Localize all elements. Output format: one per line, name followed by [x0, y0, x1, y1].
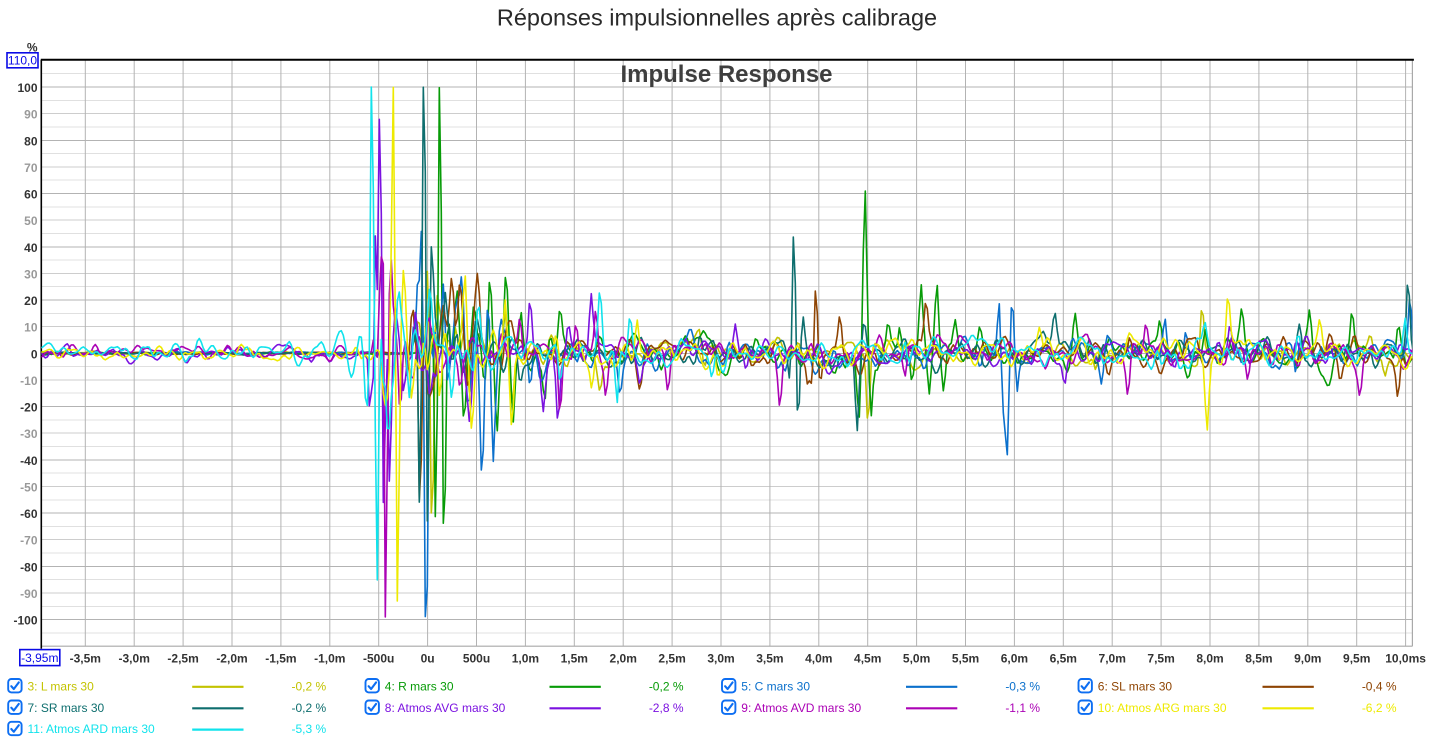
svg-text:-0,2 %: -0,2 %: [292, 679, 327, 693]
svg-text:8: Atmos AVG mars 30: 8: Atmos AVG mars 30: [385, 701, 506, 715]
svg-text:8,5m: 8,5m: [1245, 651, 1272, 665]
svg-text:10,0ms: 10,0ms: [1385, 651, 1426, 665]
svg-text:-6,2 %: -6,2 %: [1362, 701, 1397, 715]
svg-text:90: 90: [24, 108, 38, 122]
svg-text:-0,3 %: -0,3 %: [1005, 679, 1040, 693]
svg-text:7,0m: 7,0m: [1099, 651, 1126, 665]
svg-text:0u: 0u: [421, 651, 435, 665]
svg-text:8,0m: 8,0m: [1196, 651, 1223, 665]
svg-text:1,5m: 1,5m: [561, 651, 588, 665]
svg-text:-20: -20: [20, 401, 38, 415]
svg-text:-5,3 %: -5,3 %: [292, 722, 327, 736]
svg-text:-60: -60: [20, 507, 38, 521]
svg-text:70: 70: [24, 161, 38, 175]
svg-text:80: 80: [24, 134, 38, 148]
svg-text:-80: -80: [20, 560, 38, 574]
svg-text:4,5m: 4,5m: [854, 651, 881, 665]
svg-text:-3,0m: -3,0m: [119, 651, 150, 665]
svg-text:6,5m: 6,5m: [1050, 651, 1077, 665]
svg-text:-1,5m: -1,5m: [265, 651, 296, 665]
svg-text:-50: -50: [20, 480, 38, 494]
svg-text:10: 10: [24, 321, 38, 335]
svg-text:-100: -100: [13, 614, 37, 628]
svg-text:7,5m: 7,5m: [1147, 651, 1174, 665]
svg-text:-40: -40: [20, 454, 38, 468]
svg-text:40: 40: [24, 241, 38, 255]
svg-text:-1,0m: -1,0m: [314, 651, 345, 665]
svg-text:4: R mars 30: 4: R mars 30: [385, 679, 454, 693]
svg-text:-70: -70: [20, 534, 38, 548]
svg-text:3,5m: 3,5m: [756, 651, 783, 665]
svg-text:-500u: -500u: [363, 651, 394, 665]
svg-text:-2,5m: -2,5m: [167, 651, 198, 665]
svg-text:-0,2 %: -0,2 %: [649, 679, 684, 693]
svg-text:-10: -10: [20, 374, 38, 388]
svg-text:-2,0m: -2,0m: [216, 651, 247, 665]
svg-text:9,0m: 9,0m: [1294, 651, 1321, 665]
svg-text:5,0m: 5,0m: [903, 651, 930, 665]
svg-text:Impulse Response: Impulse Response: [620, 61, 832, 88]
svg-text:9,5m: 9,5m: [1343, 651, 1370, 665]
svg-text:-0,2 %: -0,2 %: [292, 701, 327, 715]
svg-text:9: Atmos AVD mars 30: 9: Atmos AVD mars 30: [741, 701, 861, 715]
svg-text:-3,5m: -3,5m: [70, 651, 101, 665]
svg-text:-0,4 %: -0,4 %: [1362, 679, 1397, 693]
svg-text:-90: -90: [20, 587, 38, 601]
svg-text:5,5m: 5,5m: [952, 651, 979, 665]
svg-text:-2,8 %: -2,8 %: [649, 701, 684, 715]
svg-text:0: 0: [31, 347, 38, 361]
svg-text:3: L mars 30: 3: L mars 30: [28, 679, 95, 693]
svg-text:60: 60: [24, 188, 38, 202]
svg-text:50: 50: [24, 214, 38, 228]
svg-text:2,5m: 2,5m: [658, 651, 685, 665]
svg-text:11: Atmos ARD mars 30: 11: Atmos ARD mars 30: [28, 722, 155, 736]
svg-text:7: SR mars 30: 7: SR mars 30: [28, 701, 105, 715]
svg-text:Réponses impulsionnelles après: Réponses impulsionnelles après calibrage: [497, 5, 937, 31]
svg-text:%: %: [27, 41, 38, 55]
svg-text:30: 30: [24, 267, 38, 281]
svg-text:6,0m: 6,0m: [1001, 651, 1028, 665]
svg-text:100: 100: [17, 81, 37, 95]
svg-text:-1,1 %: -1,1 %: [1005, 701, 1040, 715]
svg-text:20: 20: [24, 294, 38, 308]
svg-text:110,0: 110,0: [8, 54, 37, 68]
svg-text:500u: 500u: [463, 651, 490, 665]
svg-text:-3,95m: -3,95m: [21, 651, 58, 665]
svg-text:4,0m: 4,0m: [805, 651, 832, 665]
svg-text:10: Atmos ARG mars 30: 10: Atmos ARG mars 30: [1098, 701, 1227, 715]
svg-text:6: SL mars 30: 6: SL mars 30: [1098, 679, 1173, 693]
svg-text:-30: -30: [20, 427, 38, 441]
svg-text:1,0m: 1,0m: [512, 651, 539, 665]
svg-text:2,0m: 2,0m: [610, 651, 637, 665]
svg-text:3,0m: 3,0m: [707, 651, 734, 665]
svg-text:5: C mars 30: 5: C mars 30: [741, 679, 810, 693]
